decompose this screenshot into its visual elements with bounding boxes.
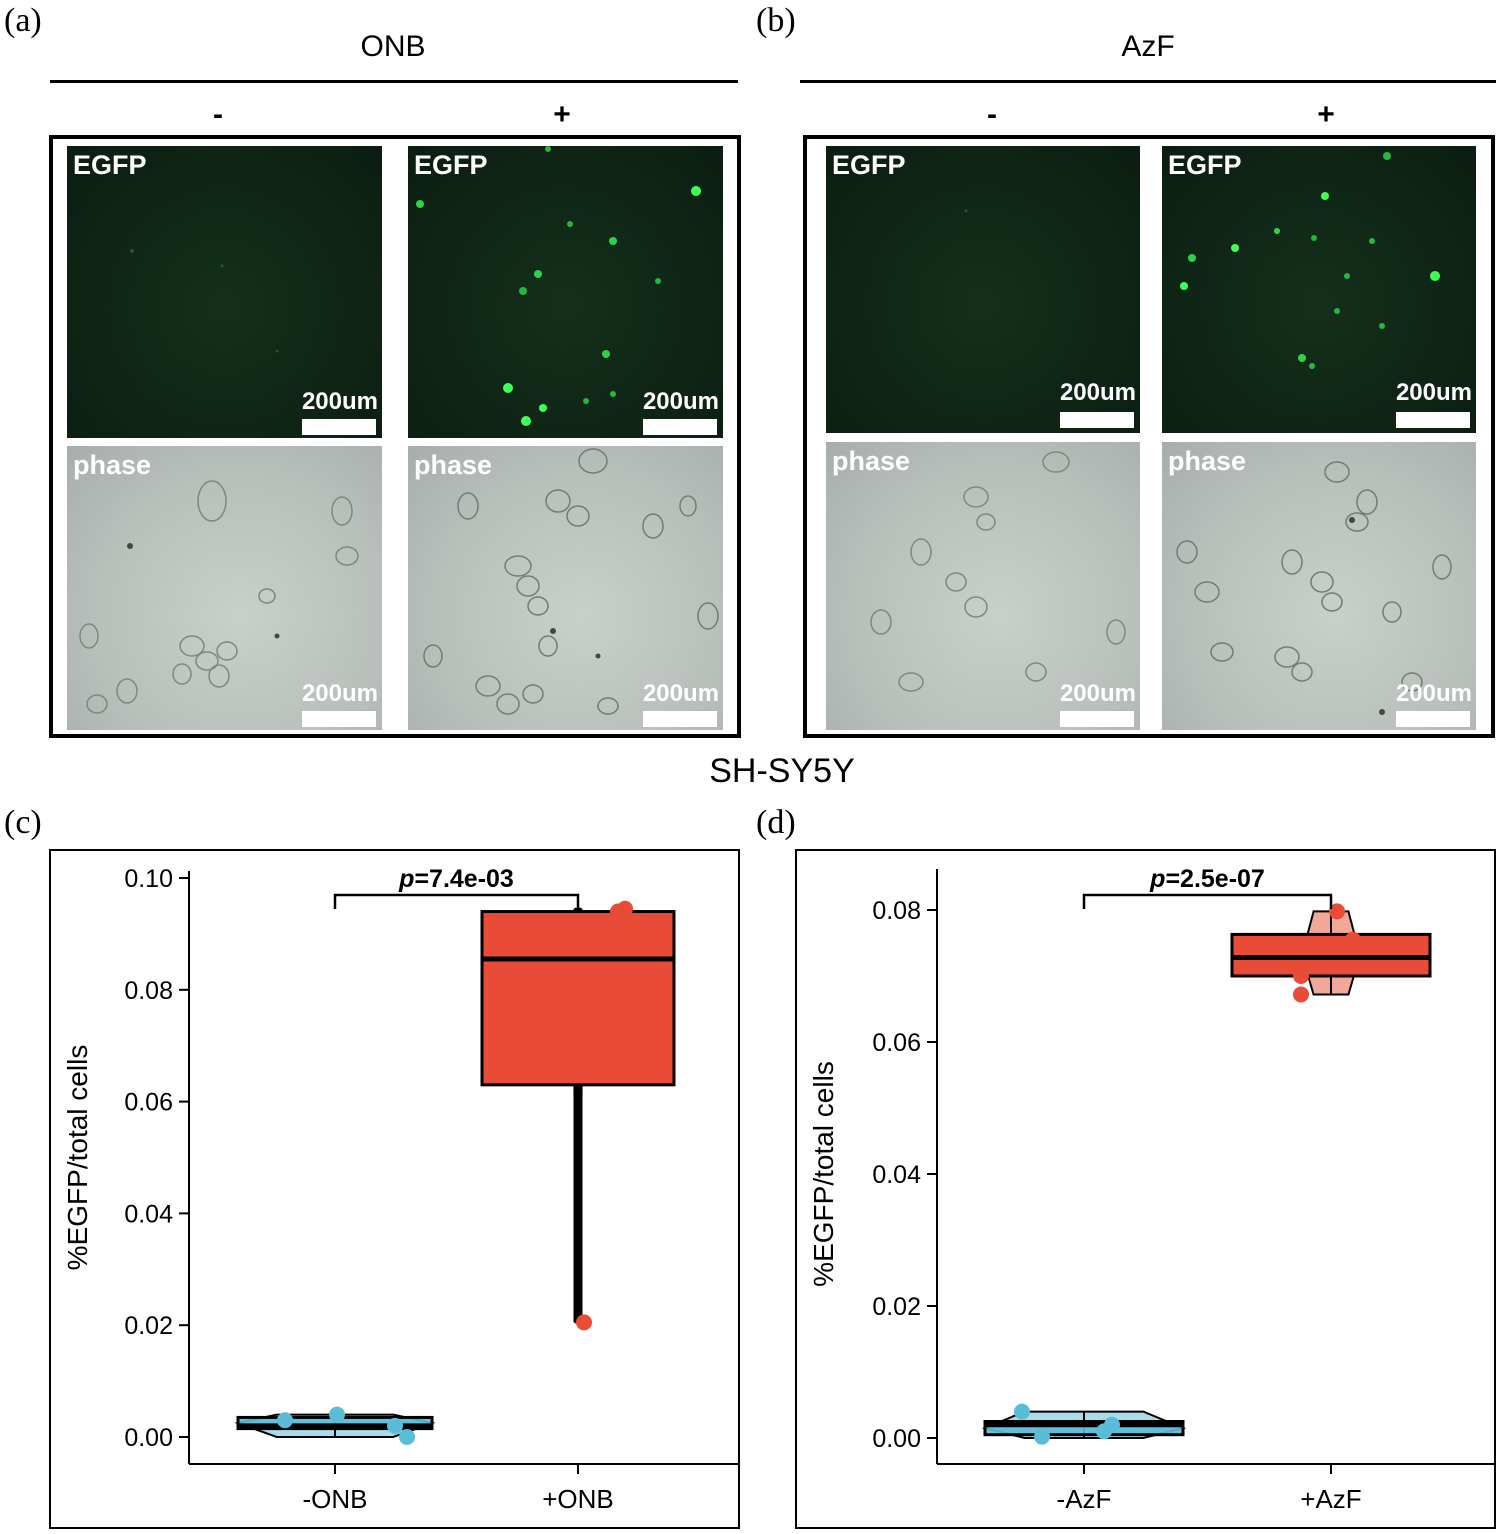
- cell-shapes: [870, 451, 1126, 692]
- channel-label: EGFP: [414, 150, 488, 180]
- cell-dots: [1180, 152, 1440, 369]
- cell-dots: [416, 146, 701, 426]
- scale-bar: [643, 711, 717, 727]
- data-point--AzF: [1034, 1428, 1050, 1445]
- group-rule-azf: [800, 80, 1496, 83]
- group-title-azf: AzF: [1121, 30, 1175, 63]
- micrograph-frame-onb: [49, 135, 741, 738]
- micrograph-frame-azf: [803, 135, 1495, 738]
- micrograph-phase-plus-onb: phase 200um: [408, 446, 723, 730]
- channel-label: phase: [414, 450, 493, 480]
- panel-label-a: (a): [4, 2, 42, 39]
- x-tick-label: +AzF: [1300, 1484, 1361, 1514]
- condition-plus-azf: +: [1317, 98, 1335, 131]
- data-point--ONB: [277, 1412, 293, 1429]
- micrograph-egfp-plus-azf: EGFP 200um: [1162, 146, 1476, 433]
- p-value-symbol: p: [398, 865, 414, 893]
- channel-label: phase: [73, 450, 152, 480]
- p-value-text: =2.5e-07: [1165, 865, 1264, 893]
- data-point-+AzF: [1293, 986, 1309, 1003]
- chart-frame-c: 0.00 0.02 0.04 0.06 0.08 0.10 %EGFP/total cell…: [49, 849, 740, 1529]
- channel-label: EGFP: [73, 150, 147, 180]
- data-point--AzF: [1104, 1416, 1120, 1433]
- channel-label: EGFP: [832, 150, 906, 180]
- y-tick-label: 0.00: [124, 1424, 173, 1452]
- micrograph-phase-minus-onb: phase 200um: [67, 446, 382, 730]
- data-point--ONB: [399, 1429, 415, 1445]
- x-tick-label: +ONB: [542, 1484, 614, 1514]
- cell-shapes: [79, 480, 359, 714]
- scale-label: 200um: [1395, 379, 1472, 406]
- scale-label: 200um: [1059, 680, 1136, 707]
- y-tick-label: 0.00: [872, 1425, 921, 1453]
- data-point-+ONB: [617, 900, 633, 917]
- panel-label-b: (b): [756, 2, 796, 39]
- x-tick-label: -AzF: [1057, 1484, 1112, 1514]
- data-point--AzF: [1014, 1403, 1030, 1420]
- y-tick-label: 0.04: [124, 1200, 173, 1228]
- scale-label: 200um: [301, 680, 378, 707]
- panel-label-d: (d): [756, 804, 796, 841]
- scale-label: 200um: [301, 388, 378, 415]
- data-point-+ONB: [576, 1314, 592, 1331]
- y-tick-label: 0.10: [124, 865, 173, 893]
- significance-bracket: [1082, 893, 1333, 909]
- significance-bracket: [333, 893, 580, 909]
- scale-label: 200um: [1395, 680, 1472, 707]
- cell-dots: [130, 249, 279, 353]
- scale-bar: [1396, 412, 1470, 428]
- chart-azf: 0.00 0.02 0.04 0.06 0.08 %EGFP/total cells -Az…: [808, 865, 1494, 1514]
- scale-label: 200um: [1059, 379, 1136, 406]
- chart-onb: 0.00 0.02 0.04 0.06 0.08 0.10 %EGFP/total cell…: [62, 865, 738, 1514]
- channel-label: phase: [832, 446, 911, 476]
- cell-shapes: [423, 448, 719, 715]
- micrograph-phase-minus-azf: phase 200um: [826, 442, 1140, 730]
- data-point--ONB: [387, 1417, 403, 1434]
- p-value-label: p=2.5e-07: [1149, 865, 1265, 893]
- cell-dots: [964, 209, 968, 213]
- chart-frame-d: 0.00 0.02 0.04 0.06 0.08 %EGFP/total cells -Az…: [795, 849, 1496, 1529]
- x-tick-label: -ONB: [303, 1484, 368, 1514]
- p-value-symbol: p: [1149, 865, 1165, 893]
- y-axis-label: %EGFP/total cells: [62, 1045, 93, 1271]
- p-value-text: =7.4e-03: [414, 865, 513, 893]
- scale-bar: [1396, 711, 1470, 727]
- micrograph-egfp-minus-onb: EGFP 200um: [67, 146, 382, 438]
- micrograph-egfp-minus-azf: EGFP 200um: [826, 146, 1140, 433]
- y-tick-label: 0.08: [124, 977, 173, 1005]
- y-tick-label: 0.02: [872, 1293, 921, 1321]
- cell-line-label: SH-SY5Y: [709, 752, 855, 790]
- data-point-+AzF: [1293, 968, 1309, 984]
- micrograph-phase-plus-azf: phase 200um: [1162, 442, 1476, 730]
- cell-shapes: [1176, 461, 1452, 715]
- y-tick-label: 0.02: [124, 1312, 173, 1340]
- scale-bar: [302, 711, 376, 727]
- scale-bar: [302, 419, 376, 435]
- y-tick-label: 0.04: [872, 1161, 921, 1189]
- data-point--ONB: [329, 1406, 345, 1423]
- channel-label: EGFP: [1168, 150, 1242, 180]
- panel-label-c: (c): [4, 804, 42, 841]
- p-value-label: p=7.4e-03: [398, 865, 514, 893]
- group-title-onb: ONB: [360, 30, 426, 63]
- scale-label: 200um: [642, 388, 719, 415]
- data-point-+AzF: [1329, 903, 1345, 920]
- channel-label: phase: [1168, 446, 1247, 476]
- condition-plus-onb: +: [553, 98, 571, 131]
- group-rule-onb: [50, 80, 738, 83]
- y-axis-label: %EGFP/total cells: [808, 1061, 839, 1287]
- data-point-+AzF: [1345, 931, 1361, 948]
- y-tick-label: 0.06: [872, 1029, 921, 1057]
- micrograph-egfp-plus-onb: EGFP 200um: [408, 146, 723, 438]
- y-tick-label: 0.08: [872, 897, 921, 925]
- condition-minus-azf: -: [987, 98, 997, 131]
- scale-bar: [643, 419, 717, 435]
- y-tick-label: 0.06: [124, 1089, 173, 1117]
- scale-bar: [1060, 711, 1134, 727]
- scale-bar: [1060, 412, 1134, 428]
- box-+ONB: [480, 910, 676, 1087]
- scale-label: 200um: [642, 680, 719, 707]
- condition-minus-onb: -: [213, 98, 223, 131]
